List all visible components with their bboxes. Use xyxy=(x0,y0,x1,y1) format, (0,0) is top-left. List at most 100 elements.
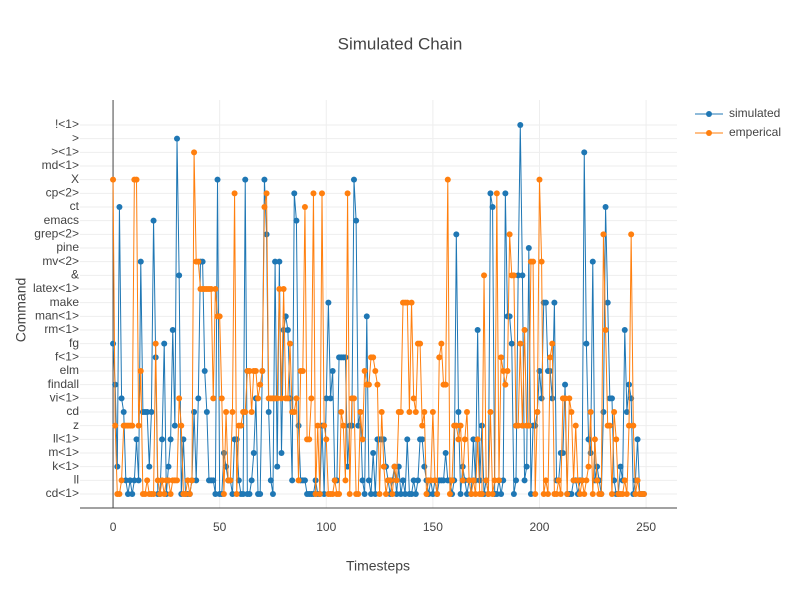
point xyxy=(276,286,283,292)
point xyxy=(594,477,601,484)
point xyxy=(506,313,513,320)
point xyxy=(474,327,481,333)
point xyxy=(169,327,176,333)
point xyxy=(519,422,526,429)
point xyxy=(527,491,534,497)
point xyxy=(542,299,549,306)
point xyxy=(278,450,285,456)
point xyxy=(525,245,532,251)
point xyxy=(112,422,119,429)
point xyxy=(156,491,163,497)
point xyxy=(442,381,449,388)
point xyxy=(284,327,291,333)
point xyxy=(400,477,407,484)
point xyxy=(129,422,136,429)
point xyxy=(365,477,372,484)
point xyxy=(133,436,140,443)
point xyxy=(274,463,281,470)
point xyxy=(404,299,411,306)
point xyxy=(500,477,507,484)
point xyxy=(536,176,543,183)
point xyxy=(229,409,236,415)
point xyxy=(229,491,236,497)
point xyxy=(199,258,206,265)
point xyxy=(212,286,219,292)
point xyxy=(481,272,488,279)
point xyxy=(542,477,549,484)
point xyxy=(611,409,618,415)
point xyxy=(278,395,285,402)
point xyxy=(419,422,426,429)
point xyxy=(368,491,375,497)
point xyxy=(440,477,447,484)
point xyxy=(318,190,325,197)
point xyxy=(549,340,556,347)
point xyxy=(195,258,202,265)
point xyxy=(316,491,323,497)
point xyxy=(487,409,494,415)
point xyxy=(357,409,364,415)
point xyxy=(414,477,421,484)
point xyxy=(387,477,394,484)
point xyxy=(284,395,291,402)
point xyxy=(463,491,470,497)
y-tick-label: ct xyxy=(70,199,80,213)
point xyxy=(120,409,127,415)
point xyxy=(393,491,400,497)
point xyxy=(110,176,117,183)
point xyxy=(608,491,615,497)
point xyxy=(436,354,443,361)
point xyxy=(412,491,419,497)
point xyxy=(269,491,276,497)
y-tick-label: !<1> xyxy=(55,117,79,131)
point xyxy=(506,231,513,238)
point xyxy=(470,477,477,484)
point xyxy=(193,477,200,484)
point xyxy=(299,368,306,374)
y-tick-label: elm xyxy=(60,363,79,377)
y-tick-label: make xyxy=(50,295,80,309)
point xyxy=(402,491,409,497)
point xyxy=(348,422,355,429)
point xyxy=(532,491,539,497)
point xyxy=(485,491,492,497)
point xyxy=(338,409,345,415)
point xyxy=(265,409,272,415)
point xyxy=(587,409,594,415)
point xyxy=(495,477,502,484)
x-tick-label: 150 xyxy=(423,520,443,534)
point xyxy=(301,477,308,484)
point xyxy=(178,422,185,429)
point xyxy=(504,368,511,374)
point xyxy=(589,491,596,497)
point xyxy=(210,477,217,484)
point xyxy=(419,436,426,443)
point xyxy=(159,436,166,443)
x-tick-label: 0 xyxy=(110,520,117,534)
point xyxy=(201,368,208,374)
point xyxy=(116,204,123,210)
point xyxy=(227,477,234,484)
point xyxy=(521,477,528,484)
point xyxy=(623,409,630,415)
point xyxy=(329,491,336,497)
point xyxy=(555,477,562,484)
point xyxy=(421,409,428,415)
point xyxy=(336,491,343,497)
point xyxy=(291,190,298,197)
point xyxy=(380,436,387,443)
point xyxy=(280,286,287,292)
point xyxy=(329,368,336,374)
point xyxy=(617,463,624,470)
point xyxy=(176,272,183,279)
point xyxy=(218,395,225,402)
point xyxy=(585,436,592,443)
point xyxy=(359,477,366,484)
point xyxy=(602,327,609,333)
point xyxy=(489,491,496,497)
point xyxy=(152,340,159,347)
point xyxy=(432,477,439,484)
point xyxy=(613,436,620,443)
point xyxy=(549,395,556,402)
point xyxy=(487,190,494,197)
